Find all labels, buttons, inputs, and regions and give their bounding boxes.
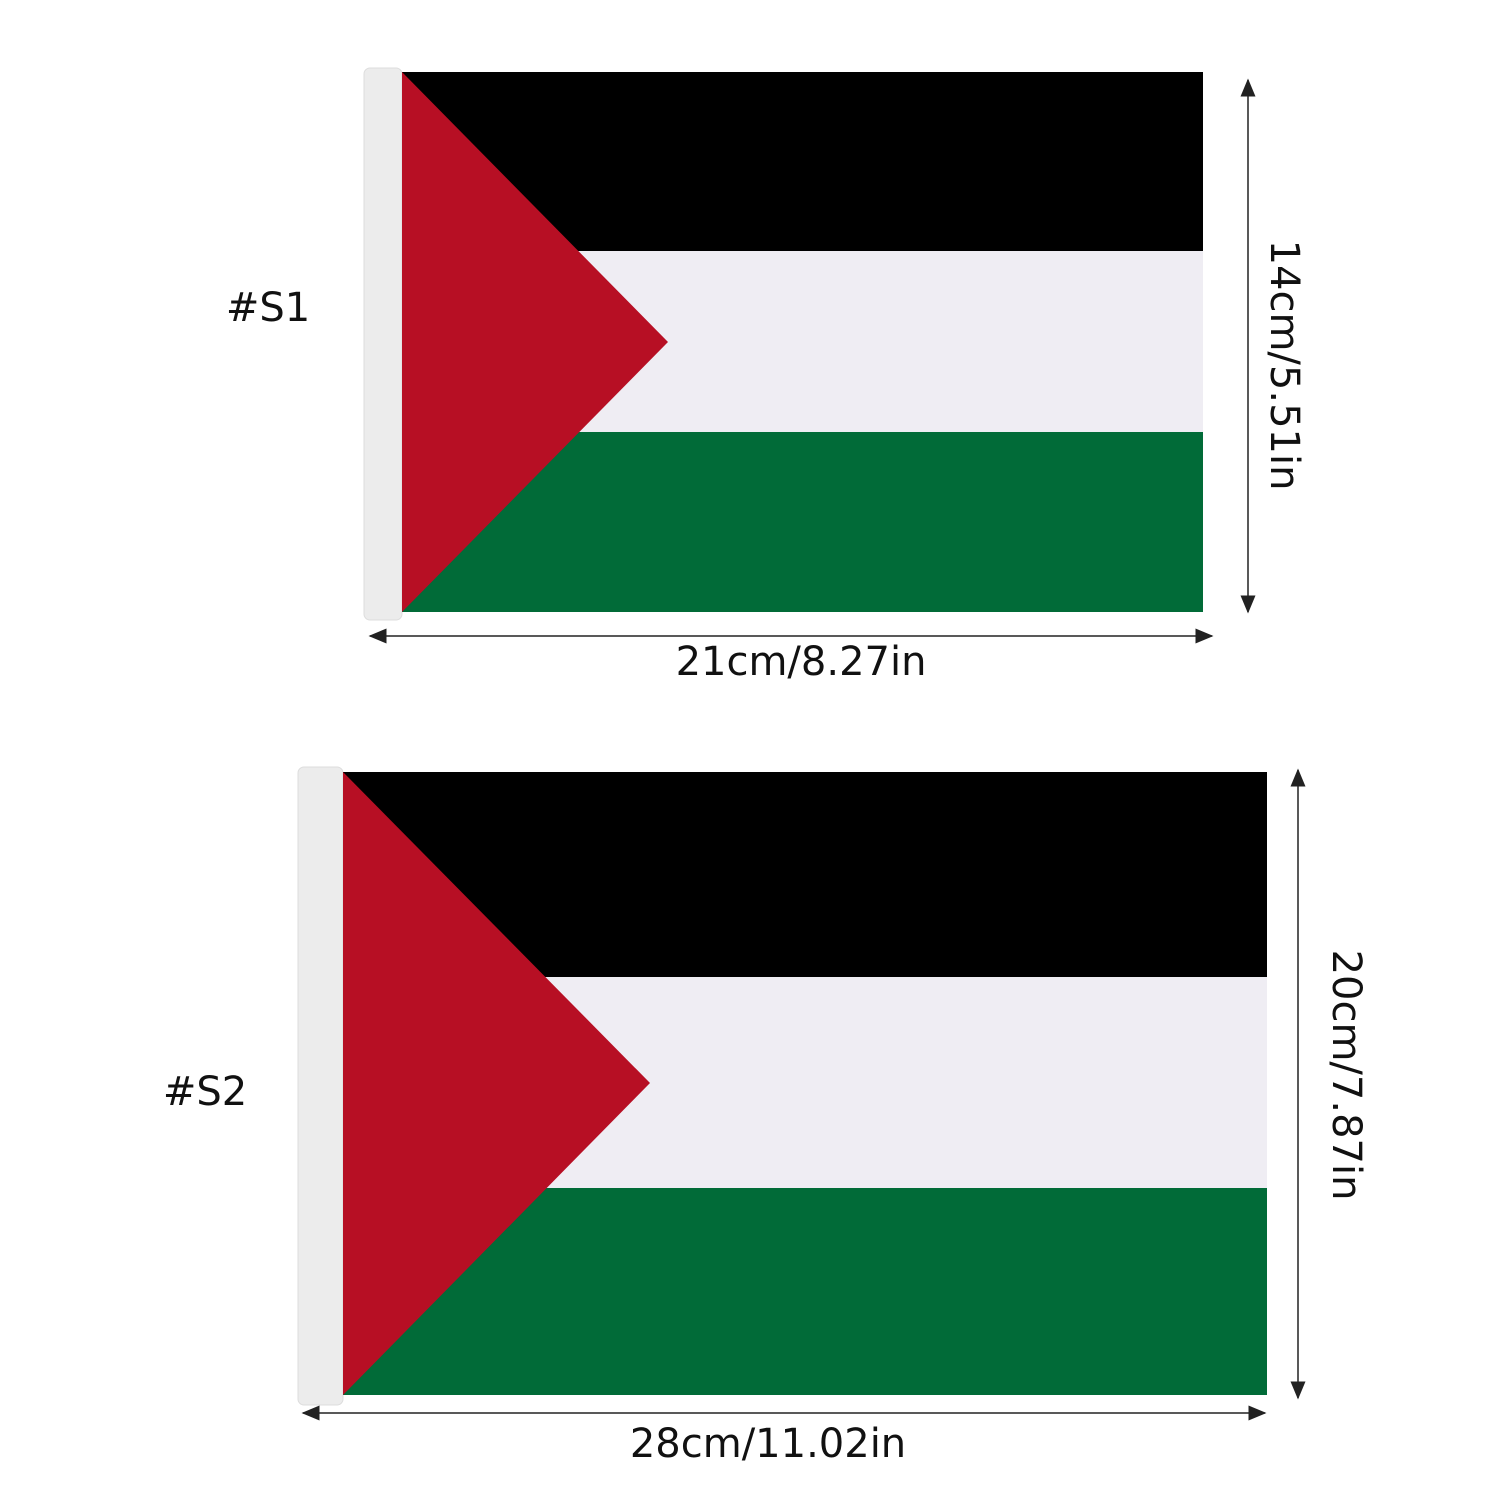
flag-pole — [363, 67, 403, 621]
width-label-s2: 28cm/11.02in — [629, 1421, 907, 1467]
red-triangle — [402, 72, 668, 612]
flag-s1 — [363, 67, 1256, 644]
flag-pole — [297, 766, 344, 1406]
size-label-s1: #S1 — [225, 285, 311, 331]
size-label-s2: #S2 — [162, 1069, 248, 1115]
red-triangle — [343, 772, 650, 1395]
height-label-s2: 20cm/7.87in — [1323, 949, 1369, 1201]
flag-s2 — [297, 766, 1306, 1421]
width-label-s1: 21cm/8.27in — [675, 639, 927, 685]
height-label-s1: 14cm/5.51in — [1261, 239, 1307, 491]
